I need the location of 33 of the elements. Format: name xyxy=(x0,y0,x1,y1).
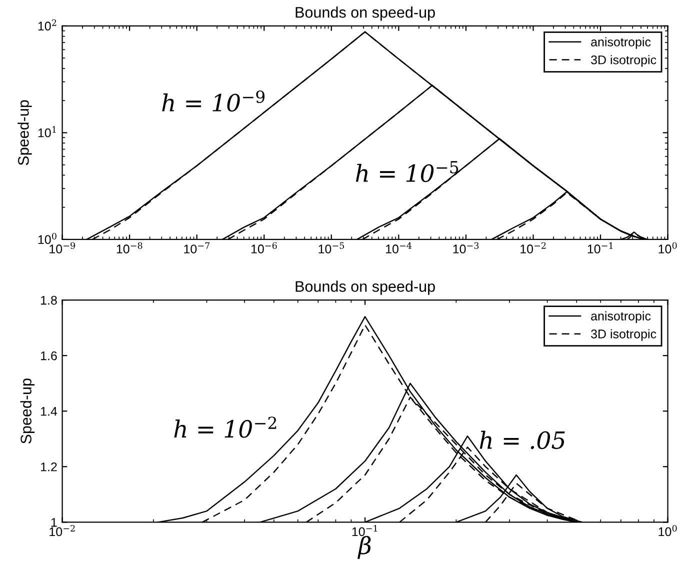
y-tick-label: 1.2 xyxy=(40,462,57,472)
legend-label: anisotropic xyxy=(591,311,651,323)
x-tick-label: 10$^{−5}$ xyxy=(318,242,344,254)
chart-title: Bounds on speed-up xyxy=(296,6,435,21)
y-axis-title: Speed-up xyxy=(20,378,34,444)
y-tick-label: 10$^{2}$ xyxy=(38,19,56,31)
legend-label: anisotropic xyxy=(591,37,651,49)
chart-title: Bounds on speed-up xyxy=(296,280,435,295)
x-tick-label: 10$^{−7}$ xyxy=(184,242,210,254)
x-axis-title: β xyxy=(357,536,371,559)
x-tick-label: 10$^{0}$ xyxy=(658,242,677,254)
x-tick-label: 10$^{−9}$ xyxy=(50,242,75,254)
legend-label: 3D isotropic xyxy=(591,55,656,67)
annotation: h = .05 xyxy=(480,430,565,450)
y-tick-label: 1 xyxy=(51,518,57,527)
annotation: h = 10$^{−2}$ xyxy=(174,416,276,438)
x-tick-label: 10$^{−1}$ xyxy=(588,242,613,254)
y-tick-label: 10$^{1}$ xyxy=(38,126,56,138)
y-tick-label: 1.4 xyxy=(40,407,58,416)
x-tick-label: 10$^{−6}$ xyxy=(251,242,277,254)
x-tick-label: 10$^{−8}$ xyxy=(116,242,142,254)
annotation: h = 10$^{−9}$ xyxy=(162,90,265,112)
y-tick-label: 1.6 xyxy=(40,351,57,360)
x-tick-label: 10$^{−3}$ xyxy=(453,242,479,254)
x-tick-label: 10$^{0}$ xyxy=(658,524,677,536)
x-tick-label: 10$^{−1}$ xyxy=(352,524,378,536)
x-tick-label: 10$^{−4}$ xyxy=(386,242,412,254)
legend-label: 3D isotropic xyxy=(591,329,656,341)
x-tick-label: 10$^{−2}$ xyxy=(520,242,546,254)
y-axis-title: Speed-up xyxy=(18,100,32,166)
annotation: h = 10$^{−5}$ xyxy=(356,161,458,182)
y-tick-label: 1.8 xyxy=(40,296,57,305)
y-tick-label: 10$^{0}$ xyxy=(38,232,56,244)
